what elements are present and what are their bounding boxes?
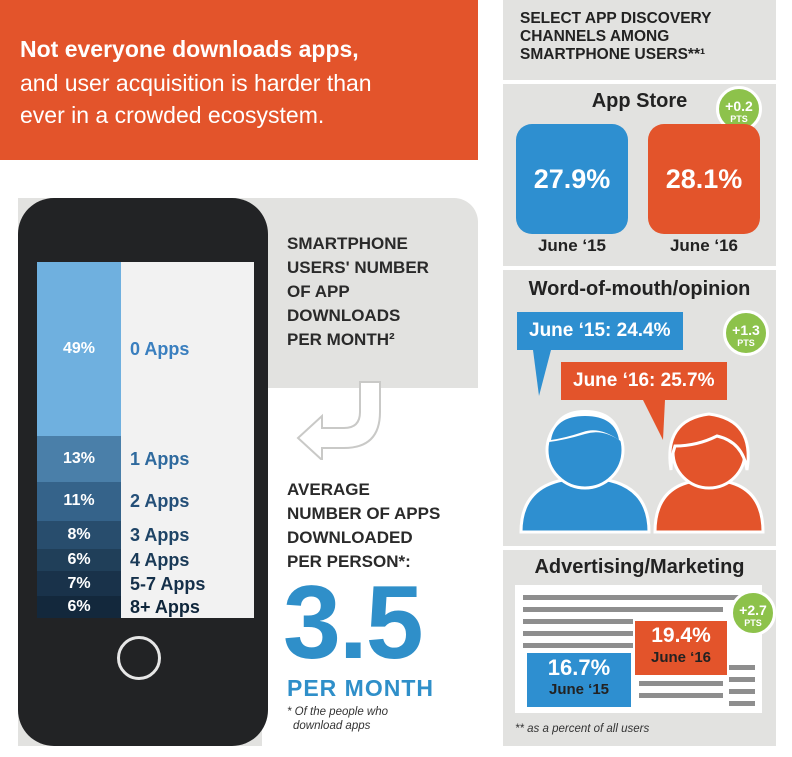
badge-unit: PTS xyxy=(744,618,762,628)
stack-category-label: 1 Apps xyxy=(130,448,190,469)
stack-segment xyxy=(37,435,121,482)
stack-segment xyxy=(37,262,121,436)
app-store-value-2016: 28.1% xyxy=(648,124,760,234)
stack-segment xyxy=(37,481,121,521)
discovery-title: SELECT APP DISCOVERY CHANNELS AMONG SMAR… xyxy=(520,10,712,64)
badge-unit: PTS xyxy=(730,114,748,124)
word-of-mouth-card: Word-of-mouth/opinion +1.3 PTS June ‘15:… xyxy=(503,270,776,546)
footnote-line: * Of the people who xyxy=(287,706,389,718)
average-label-line: AVERAGE xyxy=(287,480,370,499)
advertising-label-2015: June ‘15 xyxy=(548,681,610,698)
stack-value-label: 11% xyxy=(63,492,95,510)
stack-value-label: 6% xyxy=(67,598,91,615)
headline-banner xyxy=(0,0,478,160)
word-of-mouth-title: Word-of-mouth/opinion xyxy=(528,278,751,300)
downloads-title-line: SMARTPHONE xyxy=(287,234,408,253)
average-unit: PER MONTH xyxy=(287,675,434,701)
badge-delta: +1.3 xyxy=(732,322,760,338)
stack-category-label: 3 Apps xyxy=(130,525,190,545)
downloads-title-line: PER MONTH² xyxy=(287,330,395,349)
stack-value-label: 6% xyxy=(67,551,91,569)
people-icons xyxy=(519,350,765,534)
stack-category-label: 2 Apps xyxy=(130,491,190,512)
stack-value-label: 7% xyxy=(67,574,91,592)
newspaper-line xyxy=(639,681,723,686)
stack-category-label: 8+ Apps xyxy=(130,597,200,617)
downloads-title-line: USERS' NUMBER xyxy=(287,258,429,277)
headline-line-3: ever in a crowded ecosystem. xyxy=(20,102,325,128)
downloads-title-line: DOWNLOADS xyxy=(287,306,401,325)
footnote-line: download apps xyxy=(293,720,371,732)
headline-line-2: and user acquisition is harder than xyxy=(20,70,372,96)
newspaper-graphic: 19.4% June ‘16 16.7% June ‘15 xyxy=(515,585,762,713)
average-label-line: DOWNLOADED xyxy=(287,528,413,547)
newspaper-line xyxy=(729,677,755,682)
word-of-mouth-pts-badge: +1.3 PTS xyxy=(723,310,769,356)
newspaper-line xyxy=(523,595,753,600)
downloads-title: SMARTPHONE USERS' NUMBER OF APP DOWNLOAD… xyxy=(287,232,429,352)
headline-line-1: Not everyone downloads apps, xyxy=(20,36,359,62)
advertising-box-2015: 16.7% June ‘15 xyxy=(527,653,631,707)
stack-category-label: 5-7 Apps xyxy=(130,573,206,594)
newspaper-line xyxy=(729,665,755,670)
discovery-footnote: ** as a percent of all users xyxy=(515,723,650,735)
app-store-title: App Store xyxy=(591,90,688,112)
advertising-value-2015: 16.7% xyxy=(547,655,611,680)
newspaper-line xyxy=(523,619,633,624)
newspaper-line xyxy=(729,701,755,706)
advertising-label-2016: June ‘16 xyxy=(650,649,712,666)
newspaper-line xyxy=(523,631,633,636)
app-store-label-2016: June ‘16 xyxy=(669,236,739,255)
badge-delta: +2.7 xyxy=(739,602,767,618)
app-store-label-2015: June ‘15 xyxy=(537,236,607,255)
average-label-line: PER PERSON*: xyxy=(287,552,411,571)
stack-value-label: 8% xyxy=(67,526,91,543)
stack-segment xyxy=(37,520,121,550)
advertising-pts-badge: +2.7 PTS xyxy=(730,590,776,636)
average-label: AVERAGE NUMBER OF APPS DOWNLOADED PER PE… xyxy=(287,478,440,574)
downloads-title-line: OF APP xyxy=(287,282,350,301)
stack-segment xyxy=(37,571,121,596)
discovery-title-line: SELECT APP DISCOVERY xyxy=(520,10,712,27)
word-of-mouth-bubble-2015: June ‘15: 24.4% xyxy=(517,312,683,350)
discovery-title-line: CHANNELS AMONG xyxy=(520,28,670,45)
word-of-mouth-bubble-2016: June ‘16: 25.7% xyxy=(561,362,727,400)
stack-category-label: 0 Apps xyxy=(130,338,190,359)
badge-delta: +0.2 xyxy=(725,98,753,114)
newspaper-line xyxy=(729,689,755,694)
phone-home-button xyxy=(117,636,161,680)
advertising-box-2016: 19.4% June ‘16 xyxy=(635,621,727,675)
stack-value-label: 13% xyxy=(62,449,96,467)
stack-value-label: 49% xyxy=(62,339,96,357)
discovery-title-line: SMARTPHONE USERS**¹ xyxy=(520,46,706,63)
stack-category-label: 4 Apps xyxy=(130,550,190,571)
advertising-value-2016: 19.4% xyxy=(651,624,711,647)
average-value: 3.5 xyxy=(283,565,424,681)
newspaper-line xyxy=(523,643,633,648)
badge-unit: PTS xyxy=(737,338,755,348)
advertising-title: Advertising/Marketing xyxy=(534,556,745,578)
newspaper-line xyxy=(639,693,723,698)
curved-arrow-icon xyxy=(296,381,381,460)
average-footnote: * Of the people who download apps xyxy=(287,705,388,733)
app-store-card: App Store +0.2 PTS 27.9% 28.1% June ‘15 … xyxy=(503,84,776,266)
average-panel xyxy=(262,388,478,746)
newspaper-line xyxy=(523,607,723,612)
app-store-value-2015: 27.9% xyxy=(516,124,628,234)
discovery-header xyxy=(503,0,776,80)
stack-segment xyxy=(37,549,121,572)
average-label-line: NUMBER OF APPS xyxy=(287,504,441,523)
stack-segment xyxy=(37,596,121,618)
